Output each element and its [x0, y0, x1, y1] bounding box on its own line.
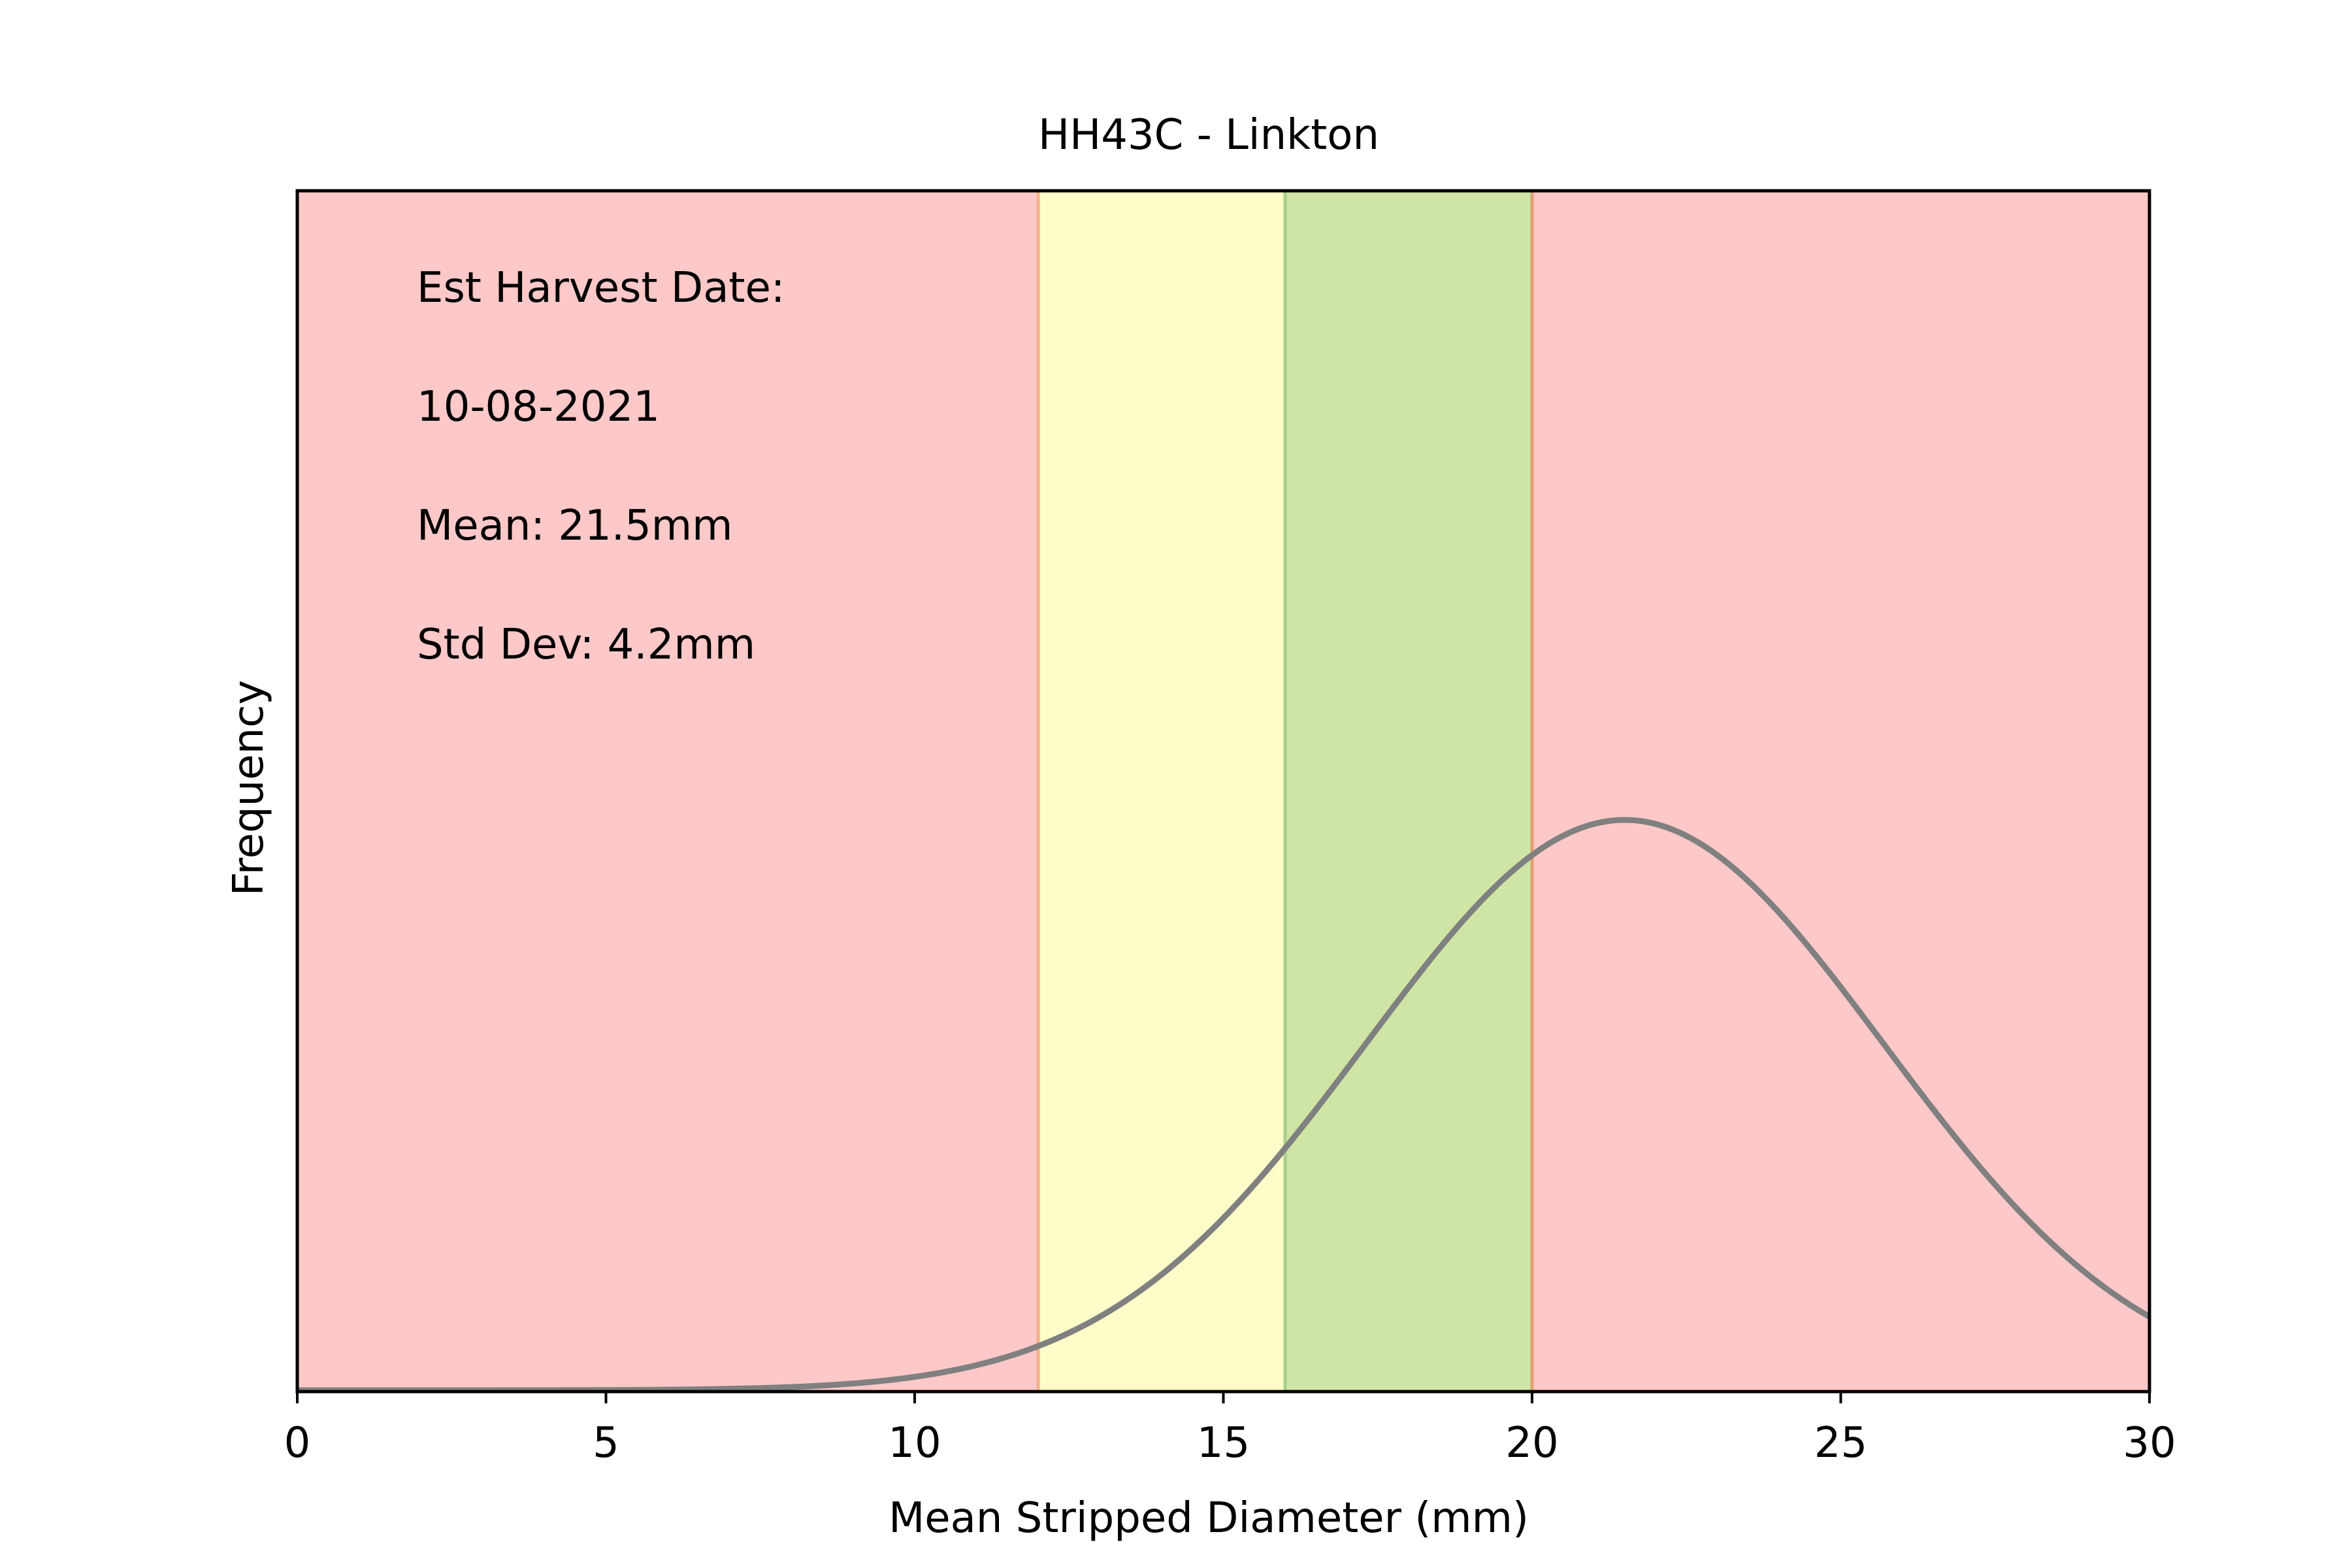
x-tick-label-30: 30 — [2123, 1419, 2176, 1467]
x-tick-label-25: 25 — [1814, 1419, 1867, 1467]
x-tick-label-10: 10 — [888, 1419, 941, 1467]
y-axis-label: Frequency — [225, 680, 273, 896]
std-dev-annotation: Std Dev: 4.2mm — [417, 621, 755, 669]
x-axis: 0 5 10 15 20 25 30 — [284, 1392, 2176, 1467]
zone-bands — [297, 191, 2149, 1392]
x-tick-label-5: 5 — [593, 1419, 619, 1467]
annotation-box: Est Harvest Date: 10-08-2021 Mean: 21.5m… — [417, 264, 785, 669]
zone-edges — [1036, 191, 1534, 1392]
x-axis-label: Mean Stripped Diameter (mm) — [889, 1494, 1529, 1543]
zone-band-3 — [1532, 191, 2149, 1392]
harvest-date-value: 10-08-2021 — [417, 383, 660, 431]
x-tick-label-20: 20 — [1505, 1419, 1558, 1467]
chart-title: HH43C - Linkton — [1038, 111, 1379, 159]
x-tick-label-15: 15 — [1197, 1419, 1250, 1467]
harvest-date-label: Est Harvest Date: — [417, 264, 785, 312]
mean-annotation: Mean: 21.5mm — [417, 502, 732, 550]
x-tick-label-0: 0 — [284, 1419, 311, 1467]
zone-band-2 — [1285, 191, 1532, 1392]
zone-band-1 — [1038, 191, 1285, 1392]
zone-band-0 — [297, 191, 1038, 1392]
